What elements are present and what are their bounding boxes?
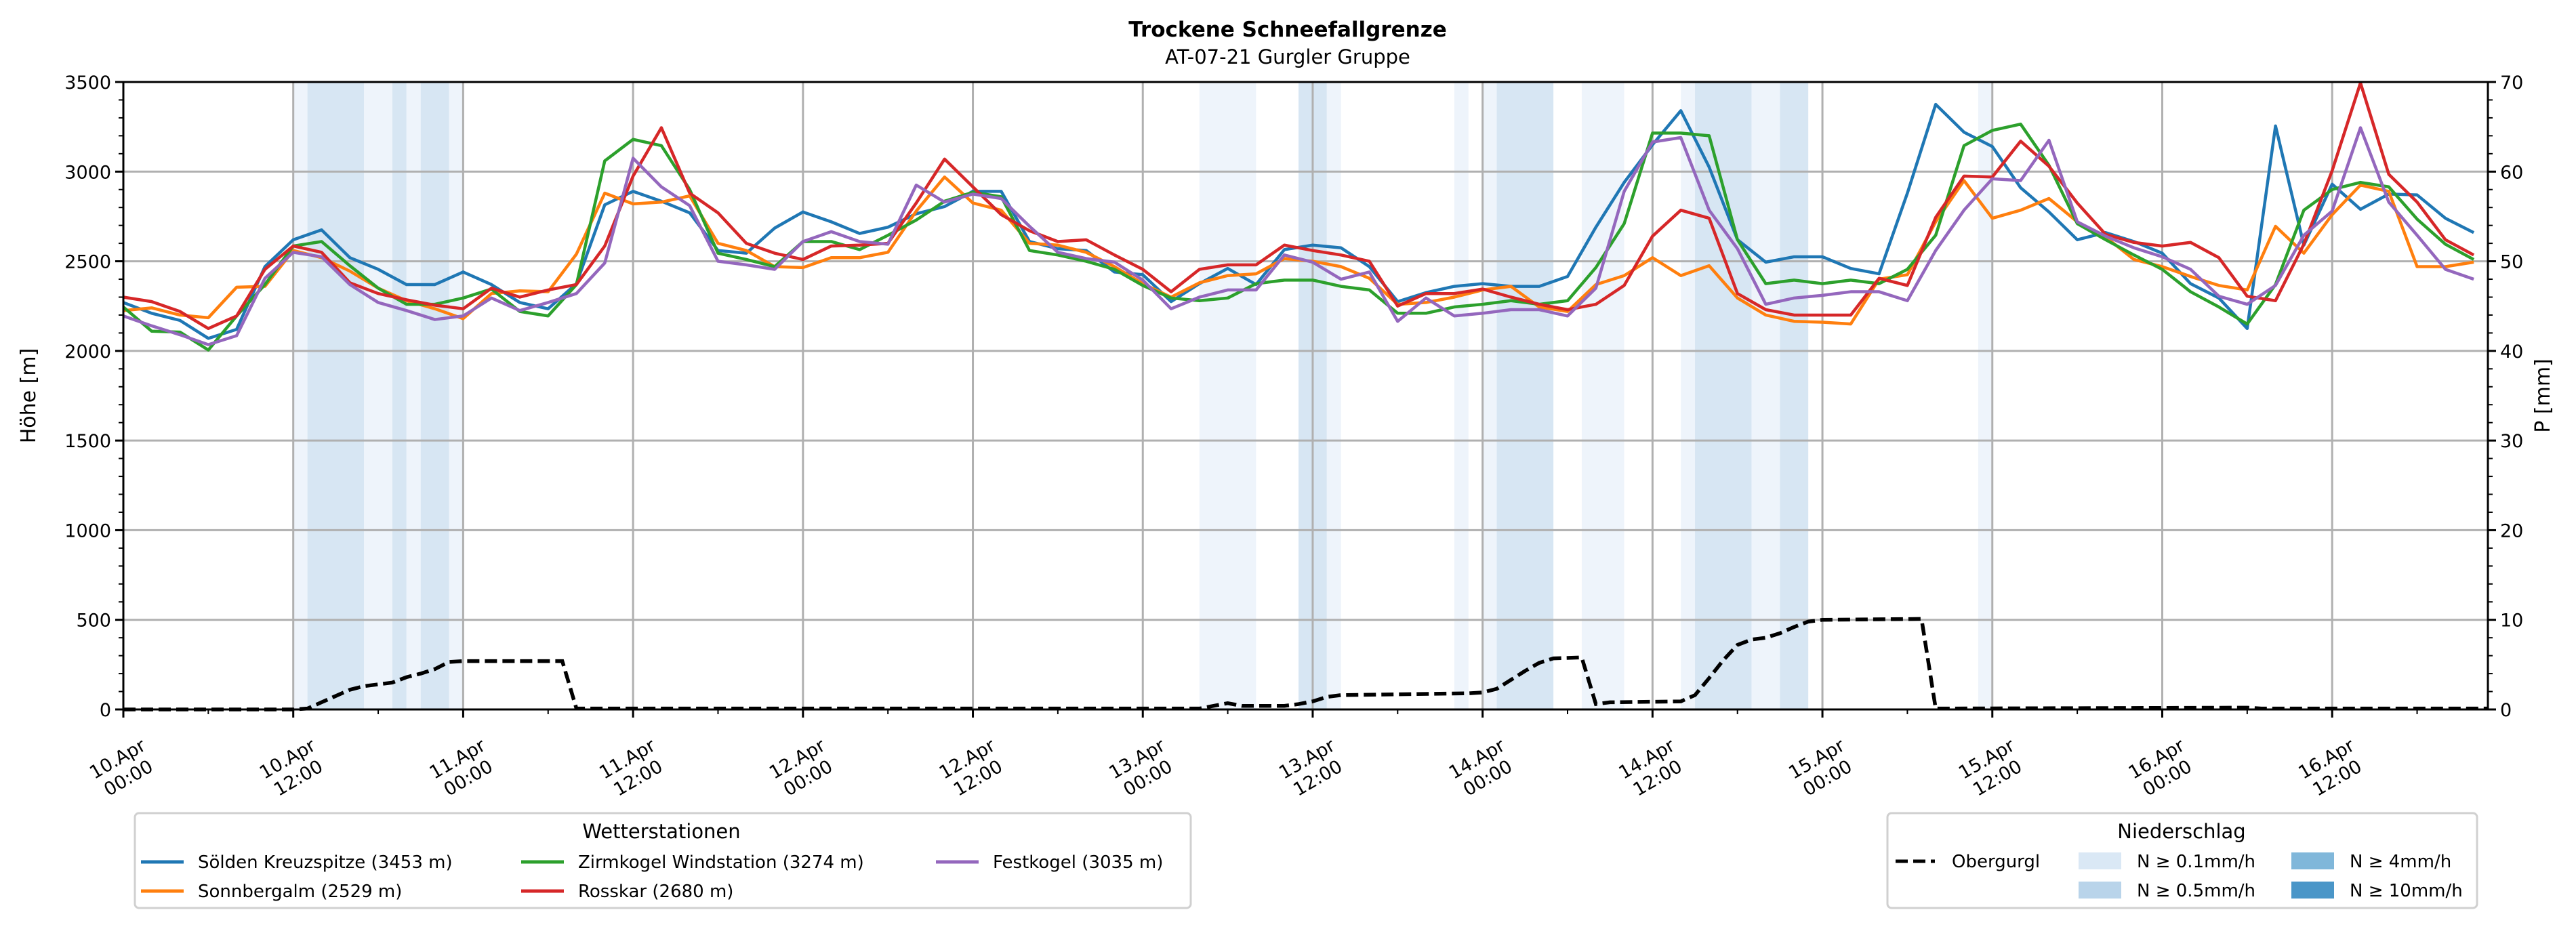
legend-station-label: Sölden Kreuzspitze (3453 m) <box>198 852 453 873</box>
precip-band <box>406 82 421 709</box>
legend-precip-class-label: N ≥ 10mm/h <box>2350 881 2463 901</box>
precip-band <box>1199 82 1256 709</box>
legend-station-label: Sonnbergalm (2529 m) <box>198 882 402 902</box>
precip-line-obergurgl <box>123 617 2488 711</box>
y-tick-label: 3000 <box>64 162 111 183</box>
precip-band <box>1695 82 1752 709</box>
precip-line-layer <box>123 617 2488 711</box>
precip-band <box>293 82 308 709</box>
y-right-tick-label: 70 <box>2500 73 2523 94</box>
legend-stations: Wetterstationen Sölden Kreuzspitze (3453… <box>134 812 1192 909</box>
precip-band <box>449 82 464 709</box>
y-tick-label: 2000 <box>64 342 111 363</box>
y-right-tick-label: 30 <box>2500 431 2523 452</box>
y-tick-label: 1500 <box>64 431 111 452</box>
legend-precip-class-label: N ≥ 0.1mm/h <box>2137 852 2255 872</box>
legend-stations-title: Wetterstationen <box>582 820 740 843</box>
legend-station-label: Zirmkogel Windstation (3274 m) <box>578 852 864 873</box>
y-tick-label: 3500 <box>64 73 111 94</box>
precip-band <box>1581 82 1624 709</box>
y-right-tick-label: 0 <box>2500 700 2512 721</box>
y-right-tick-label: 10 <box>2500 611 2523 632</box>
axes: 0 500 1000 1500 2000 2500 3000 3500 0 10 20 30 40 50 6… <box>64 73 2523 801</box>
legend-swatch-icon <box>2079 882 2121 899</box>
legend-station-label: Rosskar (2680 m) <box>578 882 733 902</box>
y-right-tick-label: 40 <box>2500 342 2523 363</box>
series-lines <box>122 81 2475 352</box>
precip-band <box>364 82 392 709</box>
y-tick-label: 1000 <box>64 520 111 541</box>
precip-band <box>307 82 365 709</box>
legend-precip-line-label: Obergurgl <box>1952 852 2040 872</box>
chart-subtitle: AT-07-21 Gurgler Gruppe <box>1165 45 1410 68</box>
series-line-4 <box>123 81 2475 331</box>
y-axis-right-label: P [mm] <box>2531 358 2555 432</box>
legend-station-label: Festkogel (3035 m) <box>993 852 1163 873</box>
legend-precip-class-label: N ≥ 0.5mm/h <box>2137 881 2255 901</box>
y-tick-label: 2500 <box>64 252 111 273</box>
y-right-tick-label: 50 <box>2500 252 2523 273</box>
precip-band <box>1496 82 1554 709</box>
precip-band <box>1780 82 1809 709</box>
chart-title: Trockene Schneefallgrenze <box>1128 18 1447 42</box>
y-tick-label: 500 <box>76 611 111 632</box>
precip-band <box>1482 82 1497 709</box>
legend-precip-title: Niederschlag <box>2117 820 2245 843</box>
precip-band <box>1751 82 1780 709</box>
precip-band <box>1978 82 1992 709</box>
precip-band <box>420 82 449 709</box>
y-right-tick-label: 20 <box>2500 520 2523 541</box>
precip-band <box>1681 82 1696 709</box>
legend-precip: Niederschlag Obergurgl N ≥ 0.1mm/h N ≥ 0.… <box>1886 812 2478 909</box>
precip-bands <box>293 82 1992 709</box>
y-right-tick-label: 60 <box>2500 162 2523 183</box>
y-axis-label: Höhe [m] <box>17 348 41 444</box>
series-line-5 <box>123 126 2474 346</box>
precip-band <box>1326 82 1341 709</box>
precip-band <box>1454 82 1469 709</box>
legend-swatch-icon <box>2291 882 2334 899</box>
plot-frame <box>122 81 2489 711</box>
legend-swatch-icon <box>2291 852 2334 869</box>
legend-precip-class-label: N ≥ 4mm/h <box>2350 852 2451 872</box>
y-tick-label: 0 <box>100 700 111 721</box>
legend-swatch-icon <box>2079 852 2121 869</box>
precip-band <box>392 82 407 709</box>
